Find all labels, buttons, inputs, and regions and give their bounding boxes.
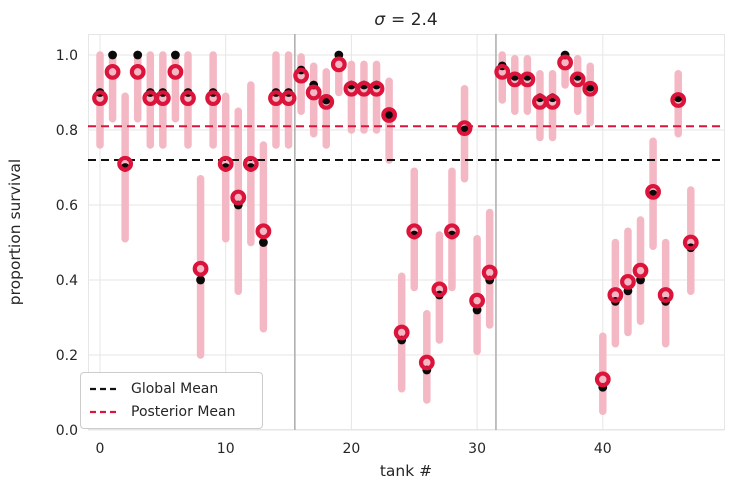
x-tick-label: 40 <box>594 441 612 457</box>
posterior-mean-ring <box>154 90 171 107</box>
posterior-mean-dash-swatch <box>90 410 120 414</box>
posterior-mean-ring <box>167 63 184 80</box>
x-tick-label: 30 <box>468 441 486 457</box>
observed-proportion-dot <box>259 238 268 247</box>
x-tick-label: 20 <box>342 441 360 457</box>
observed-proportion-dot <box>133 50 143 60</box>
posterior-mean-ring <box>645 183 661 200</box>
posterior-mean-ring <box>481 264 498 281</box>
x-tick-label: 10 <box>217 441 235 457</box>
posterior-mean-ring <box>318 93 335 110</box>
legend-label-posterior-mean: Posterior Mean <box>131 404 236 420</box>
posterior-mean-ring <box>582 80 599 97</box>
posterior-mean-ring <box>682 234 699 251</box>
posterior-mean-ring <box>242 155 259 172</box>
x-axis-label: tank # <box>380 462 432 480</box>
legend-item-global-mean: Global Mean <box>89 380 252 398</box>
posterior-mean-ring <box>381 107 398 123</box>
posterior-mean-ring <box>293 67 310 84</box>
posterior-mean-ring <box>217 155 234 172</box>
posterior-mean-ring <box>305 84 322 101</box>
observed-proportion-dot <box>171 50 180 60</box>
posterior-mean-ring <box>418 354 435 371</box>
observed-proportion-dot <box>108 50 117 60</box>
legend-box: Global Mean Posterior Mean <box>80 372 263 429</box>
y-tick-label: 0.6 <box>56 198 78 214</box>
y-axis-label: proportion survival <box>6 159 24 305</box>
observed-proportion-dot <box>384 110 394 120</box>
posterior-mean-ring <box>607 287 624 303</box>
global-mean-dash-swatch <box>90 387 120 391</box>
posterior-mean-ring <box>620 273 636 290</box>
posterior-mean-ring <box>406 223 423 240</box>
posterior-mean-ring <box>104 63 121 80</box>
posterior-mean-ring <box>368 80 385 97</box>
posterior-mean-ring <box>180 90 196 107</box>
posterior-mean-ring <box>469 292 486 309</box>
plot-border <box>88 34 725 430</box>
y-tick-label: 0.8 <box>56 123 78 139</box>
posterior-mean-ring <box>632 262 649 279</box>
posterior-mean-ring <box>557 54 573 71</box>
posterior-mean-ring <box>393 324 410 341</box>
legend-label-global-mean: Global Mean <box>131 381 219 397</box>
posterior-mean-ring <box>569 71 586 88</box>
y-tick-label: 0.0 <box>56 423 78 439</box>
posterior-mean-ring <box>205 90 222 107</box>
posterior-mean-ring <box>280 90 297 107</box>
posterior-mean-ring <box>255 223 272 240</box>
posterior-mean-ring <box>230 189 247 206</box>
observed-proportion-dot <box>196 275 205 285</box>
posterior-mean-ring <box>444 223 460 240</box>
posterior-mean-ring <box>129 63 146 80</box>
y-tick-label: 0.4 <box>56 273 78 289</box>
posterior-mean-ring <box>431 281 448 298</box>
posterior-mean-ring <box>657 287 674 303</box>
posterior-mean-ring <box>330 56 347 73</box>
legend-item-posterior-mean: Posterior Mean <box>89 403 252 421</box>
posterior-mean-ring <box>544 93 561 110</box>
x-tick-label: 0 <box>96 441 105 457</box>
posterior-mean-ring <box>494 63 511 80</box>
posterior-mean-ring <box>670 92 687 108</box>
posterior-mean-ring <box>92 90 108 107</box>
y-tick-label: 0.2 <box>56 348 78 364</box>
y-tick-label: 1.0 <box>56 48 78 64</box>
posterior-mean-ring <box>117 155 134 172</box>
posterior-mean-ring <box>594 371 611 388</box>
posterior-mean-ring <box>192 260 209 277</box>
posterior-mean-ring <box>519 71 536 88</box>
chart-title: σ = 2.4 <box>374 10 437 30</box>
posterior-mean-ring <box>456 120 473 137</box>
